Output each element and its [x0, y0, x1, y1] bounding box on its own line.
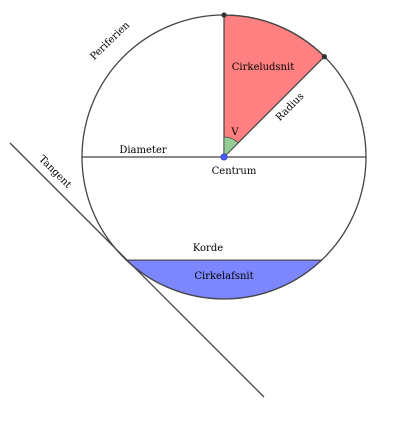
center-label: Centrum — [212, 166, 257, 177]
angle-marker — [223, 136, 239, 158]
periphery-label: Periferien — [88, 19, 132, 62]
segment-label: Cirkelafsnit — [194, 271, 253, 282]
angle-label: V — [230, 127, 239, 138]
tangent-line — [9, 142, 265, 398]
tangent-label: Tangent — [36, 154, 73, 191]
sector-radius-point — [321, 54, 327, 60]
diameter-label: Diameter — [119, 145, 167, 156]
sector-top-point — [221, 12, 227, 18]
sector-label: Cirkeludsnit — [232, 62, 294, 73]
center-point — [220, 153, 228, 161]
sector-shape — [223, 14, 326, 159]
chord-label: Korde — [193, 243, 223, 254]
